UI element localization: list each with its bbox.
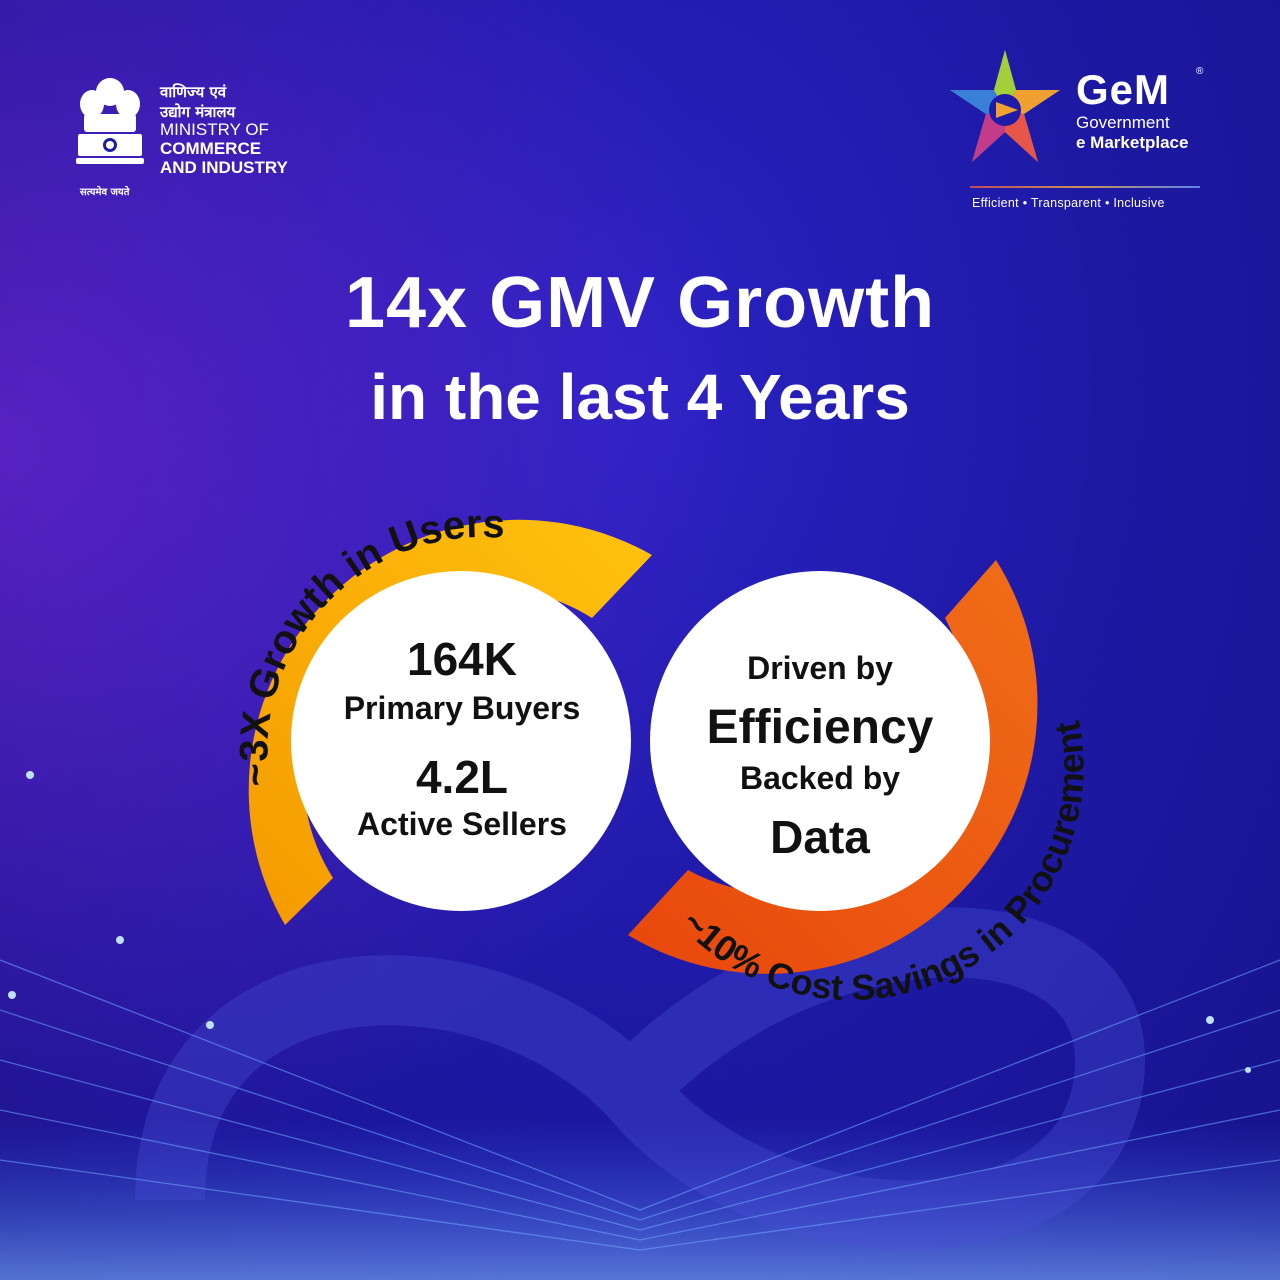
gem-subtitle-line2: e Marketplace <box>1076 133 1189 152</box>
primary-buyers-label: Primary Buyers <box>343 690 581 726</box>
gem-subtitle-line1: Government <box>1076 113 1170 132</box>
gem-tagline: Efficient • Transparent • Inclusive <box>972 196 1165 210</box>
gem-star-logo-icon <box>950 50 1060 162</box>
gem-divider <box>970 186 1200 188</box>
data-text: Data <box>770 811 870 863</box>
gem-brand-name: GeM <box>1076 66 1171 113</box>
right-circle <box>650 571 990 911</box>
backed-by-label: Backed by <box>739 760 901 796</box>
ministry-hindi-line1: वाणिज्य एवं <box>160 83 227 101</box>
right-arc <box>628 560 1038 974</box>
headline-sub: in the last 4 Years <box>370 361 910 433</box>
driven-by-label: Driven by <box>747 650 893 686</box>
registered-mark: ® <box>1196 66 1204 77</box>
ministry-hindi-line2: उद्योग मंत्रालय <box>160 103 236 121</box>
ministry-name-line3: AND INDUSTRY <box>160 158 288 177</box>
active-sellers-value: 4.2L <box>415 751 509 803</box>
primary-buyers-value: 164K <box>407 633 517 685</box>
ministry-name-line2: COMMERCE <box>160 139 262 158</box>
ministry-name-line1: MINISTRY OF <box>160 120 269 139</box>
headline-main: 14x GMV Growth <box>344 263 936 343</box>
national-emblem-icon <box>76 78 144 164</box>
efficiency-text: Efficiency <box>706 701 934 754</box>
left-circle <box>291 571 631 911</box>
active-sellers-label: Active Sellers <box>357 806 567 842</box>
emblem-motto: सत्यमेव जयते <box>80 187 130 198</box>
